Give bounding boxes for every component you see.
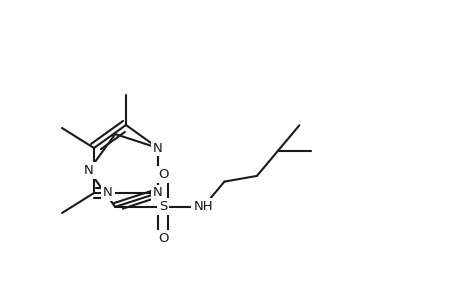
Text: N: N bbox=[84, 164, 94, 177]
Text: NH: NH bbox=[193, 200, 213, 213]
Text: N: N bbox=[103, 187, 112, 200]
Text: O: O bbox=[157, 232, 168, 245]
Text: N: N bbox=[153, 142, 162, 154]
Text: S: S bbox=[159, 200, 167, 213]
Text: N: N bbox=[153, 187, 162, 200]
Text: O: O bbox=[157, 168, 168, 182]
